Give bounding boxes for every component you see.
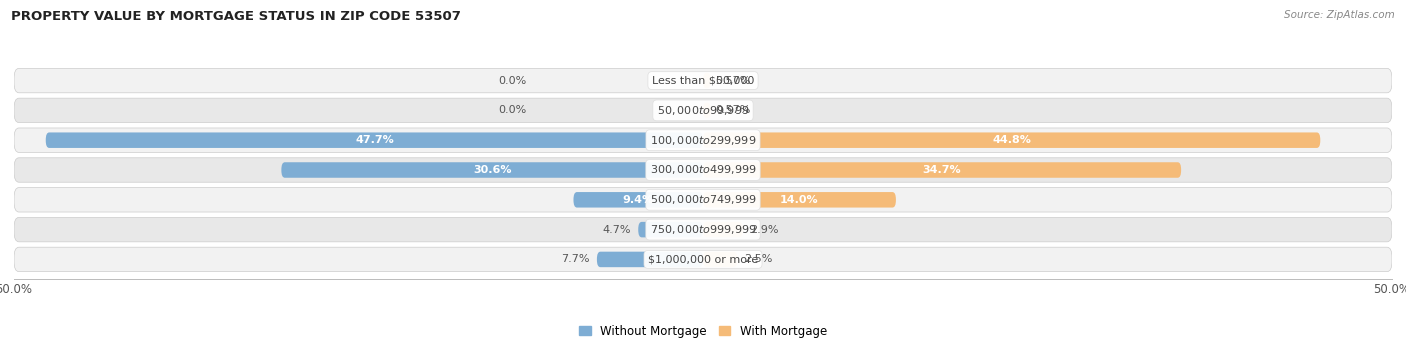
Text: 0.57%: 0.57% [716,105,751,115]
FancyBboxPatch shape [638,222,703,237]
FancyBboxPatch shape [703,192,896,207]
Text: $300,000 to $499,999: $300,000 to $499,999 [650,164,756,176]
FancyBboxPatch shape [703,222,742,237]
Text: 9.4%: 9.4% [623,195,654,205]
Text: PROPERTY VALUE BY MORTGAGE STATUS IN ZIP CODE 53507: PROPERTY VALUE BY MORTGAGE STATUS IN ZIP… [11,10,461,23]
Legend: Without Mortgage, With Mortgage: Without Mortgage, With Mortgage [574,320,832,340]
Text: 30.6%: 30.6% [472,165,512,175]
Text: $100,000 to $299,999: $100,000 to $299,999 [650,134,756,147]
FancyBboxPatch shape [281,162,703,178]
Text: 47.7%: 47.7% [354,135,394,145]
Text: $750,000 to $999,999: $750,000 to $999,999 [650,223,756,236]
Text: Source: ZipAtlas.com: Source: ZipAtlas.com [1284,10,1395,20]
FancyBboxPatch shape [574,192,703,207]
FancyBboxPatch shape [14,68,1392,93]
Text: 14.0%: 14.0% [780,195,818,205]
FancyBboxPatch shape [14,98,1392,123]
FancyBboxPatch shape [703,133,1320,148]
Text: Less than $50,000: Less than $50,000 [652,75,754,86]
FancyBboxPatch shape [14,188,1392,212]
Text: 7.7%: 7.7% [561,254,591,265]
FancyBboxPatch shape [14,128,1392,152]
FancyBboxPatch shape [14,247,1392,272]
FancyBboxPatch shape [703,252,738,267]
FancyBboxPatch shape [598,252,703,267]
FancyBboxPatch shape [703,103,711,118]
Text: 44.8%: 44.8% [993,135,1031,145]
Text: 2.9%: 2.9% [749,225,779,235]
FancyBboxPatch shape [46,133,703,148]
Text: 4.7%: 4.7% [603,225,631,235]
FancyBboxPatch shape [703,73,711,88]
Text: $500,000 to $749,999: $500,000 to $749,999 [650,193,756,206]
Text: 0.0%: 0.0% [498,105,527,115]
FancyBboxPatch shape [703,162,1181,178]
FancyBboxPatch shape [14,158,1392,182]
Text: 2.5%: 2.5% [744,254,773,265]
Text: 34.7%: 34.7% [922,165,962,175]
Text: $50,000 to $99,999: $50,000 to $99,999 [657,104,749,117]
Text: 0.0%: 0.0% [498,75,527,86]
FancyBboxPatch shape [14,217,1392,242]
Text: 0.57%: 0.57% [716,75,751,86]
Text: $1,000,000 or more: $1,000,000 or more [648,254,758,265]
